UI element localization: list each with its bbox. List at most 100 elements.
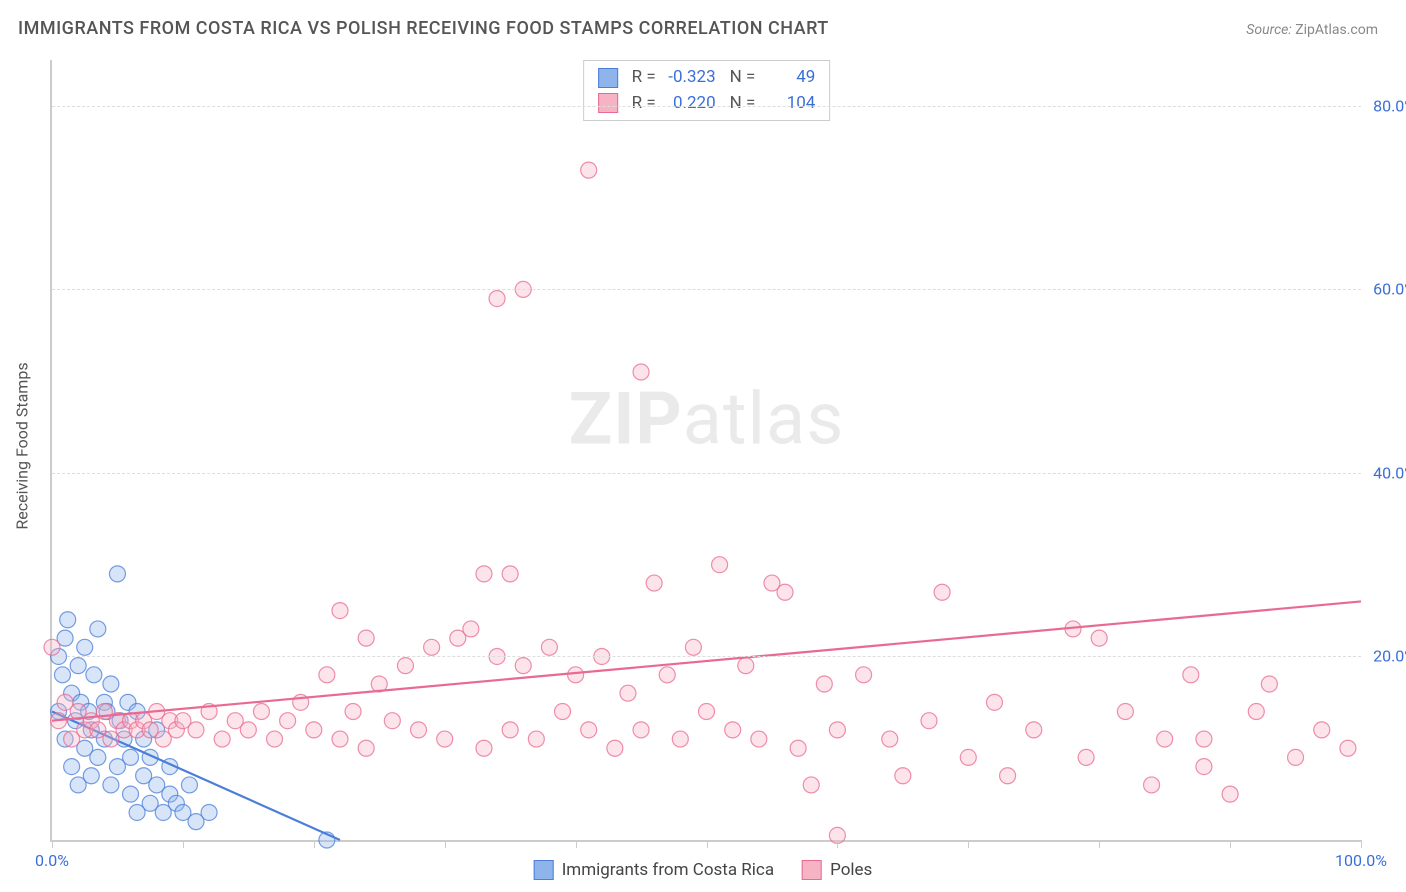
data-point [306, 722, 322, 738]
data-point [1078, 749, 1094, 765]
data-point [253, 704, 269, 720]
x-tick [707, 840, 708, 848]
data-point [103, 777, 119, 793]
legend-label: Immigrants from Costa Rica [562, 860, 774, 880]
gridline [52, 289, 1361, 290]
data-point [424, 639, 440, 655]
data-point [1196, 759, 1212, 775]
source-attribution: Source: ZipAtlas.com [1246, 22, 1378, 38]
data-point [1196, 731, 1212, 747]
data-point [699, 704, 715, 720]
gridline [52, 656, 1361, 657]
y-tick-label: 60.0% [1368, 280, 1406, 299]
data-point [54, 667, 70, 683]
data-point [358, 630, 374, 646]
x-tick-label: 0.0% [35, 851, 69, 870]
data-point [921, 713, 937, 729]
data-point [895, 768, 911, 784]
data-point [502, 722, 518, 738]
data-point [1261, 676, 1277, 692]
data-point [90, 749, 106, 765]
data-point [515, 658, 531, 674]
data-point [882, 731, 898, 747]
data-point [777, 584, 793, 600]
x-tick [1361, 840, 1362, 848]
data-point [1157, 731, 1173, 747]
x-tick [445, 840, 446, 848]
y-tick-label: 80.0% [1368, 96, 1406, 115]
scatter-svg [52, 60, 1361, 840]
gridline [52, 473, 1361, 474]
x-tick [1230, 840, 1231, 848]
data-point [240, 722, 256, 738]
data-point [437, 731, 453, 747]
data-point [672, 731, 688, 747]
data-point [123, 749, 139, 765]
data-point [90, 621, 106, 637]
data-point [83, 768, 99, 784]
data-point [502, 566, 518, 582]
legend-item-poles: Poles [802, 860, 872, 880]
data-point [489, 291, 505, 307]
chart-title: IMMIGRANTS FROM COSTA RICA VS POLISH REC… [18, 18, 829, 39]
data-point [1000, 768, 1016, 784]
data-point [829, 722, 845, 738]
data-point [790, 740, 806, 756]
x-tick [576, 840, 577, 848]
data-point [1222, 786, 1238, 802]
data-point [934, 584, 950, 600]
data-point [267, 731, 283, 747]
data-point [345, 704, 361, 720]
x-tick [52, 840, 53, 848]
data-point [1117, 704, 1133, 720]
data-point [214, 731, 230, 747]
x-tick-label: 100.0% [1335, 851, 1387, 870]
data-point [358, 740, 374, 756]
data-point [463, 621, 479, 637]
data-point [1183, 667, 1199, 683]
data-point [103, 676, 119, 692]
data-point [738, 658, 754, 674]
data-point [581, 162, 597, 178]
data-point [70, 658, 86, 674]
legend-swatch-costa-rica [534, 860, 554, 880]
data-point [44, 639, 60, 655]
data-point [60, 612, 76, 628]
trend-line [52, 601, 1361, 720]
data-point [201, 804, 217, 820]
data-point [751, 731, 767, 747]
source-label: Source: [1246, 22, 1291, 38]
data-point [332, 603, 348, 619]
y-tick-label: 40.0% [1368, 463, 1406, 482]
legend-label: Poles [830, 860, 872, 880]
data-point [1288, 749, 1304, 765]
data-point [411, 722, 427, 738]
data-point [332, 731, 348, 747]
data-point [986, 694, 1002, 710]
x-tick [837, 840, 838, 848]
data-point [1340, 740, 1356, 756]
x-tick [314, 840, 315, 848]
data-point [607, 740, 623, 756]
data-point [816, 676, 832, 692]
data-point [581, 722, 597, 738]
data-point [541, 639, 557, 655]
x-tick [183, 840, 184, 848]
data-point [803, 777, 819, 793]
y-axis-title: Receiving Food Stamps [13, 362, 32, 529]
data-point [188, 722, 204, 738]
data-point [280, 713, 296, 729]
data-point [960, 749, 976, 765]
data-point [856, 667, 872, 683]
x-tick [968, 840, 969, 848]
data-point [685, 639, 701, 655]
data-point [528, 731, 544, 747]
data-point [646, 575, 662, 591]
data-point [555, 704, 571, 720]
data-point [319, 667, 335, 683]
data-point [397, 658, 413, 674]
data-point [77, 639, 93, 655]
data-point [568, 667, 584, 683]
data-point [86, 667, 102, 683]
data-point [1248, 704, 1264, 720]
